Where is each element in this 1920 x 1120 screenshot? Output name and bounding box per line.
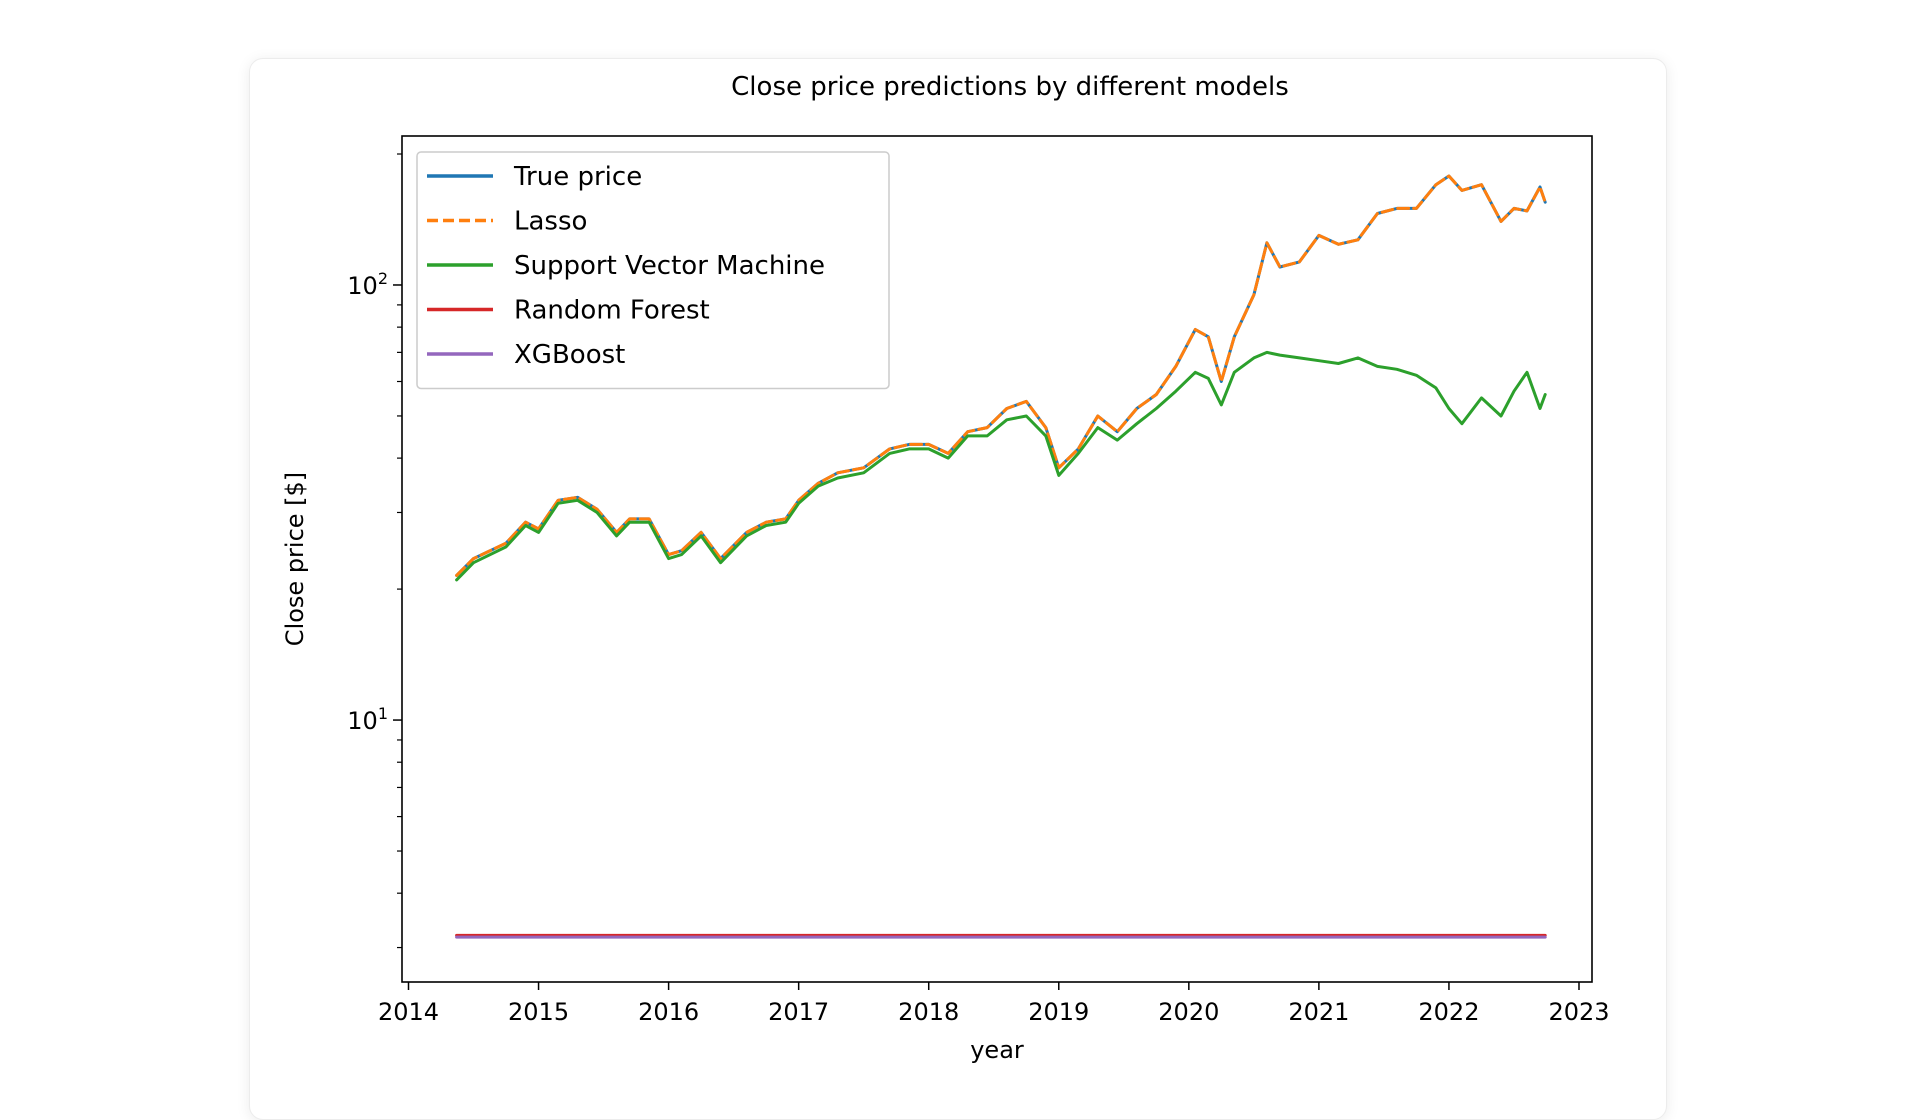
x-tick-label-7: 2021: [1288, 998, 1349, 1026]
y-tick-label-1: 102: [347, 269, 388, 300]
legend: True price Lasso Support Vector Machine Ran…: [416, 151, 890, 390]
x-tick-label-8: 2022: [1418, 998, 1479, 1026]
x-tick-label-6: 2020: [1158, 998, 1219, 1026]
x-axis-label: year: [970, 1036, 1024, 1064]
chart-card: Close price predictions by different mod…: [249, 58, 1667, 1120]
legend-label-3: Random Forest: [514, 296, 710, 326]
x-tick-label-4: 2018: [898, 998, 959, 1026]
plot-frame: [401, 135, 1593, 983]
x-tick-label-9: 2023: [1548, 998, 1609, 1026]
y-tick-label-0: 101: [347, 704, 388, 735]
x-tick-label-2: 2016: [638, 998, 699, 1026]
x-tick-label-1: 2015: [508, 998, 569, 1026]
chart-title: Close price predictions by different mod…: [731, 72, 1289, 102]
legend-label-2: Support Vector Machine: [514, 251, 825, 281]
x-tick-label-3: 2017: [768, 998, 829, 1026]
x-tick-label-5: 2019: [1028, 998, 1089, 1026]
series-line-1: [455, 174, 1547, 577]
legend-label-0: True price: [513, 162, 642, 192]
series-line-2: [455, 350, 1547, 582]
legend-box: [416, 151, 890, 390]
chart: Close price predictions by different mod…: [281, 72, 1610, 1064]
y-axis-label: Close price [$]: [281, 472, 309, 646]
legend-label-1: Lasso: [514, 207, 587, 237]
legend-label-4: XGBoost: [514, 340, 625, 370]
x-tick-label-0: 2014: [378, 998, 439, 1026]
